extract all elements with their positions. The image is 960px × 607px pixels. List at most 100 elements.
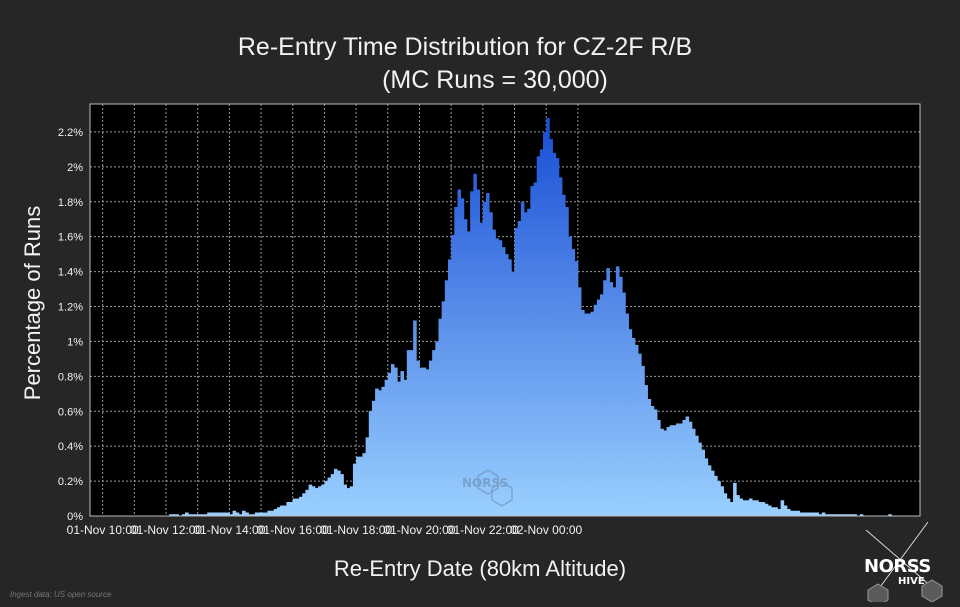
histogram-bar [324,481,328,516]
histogram-bar [508,259,512,516]
histogram-bar [470,191,474,517]
histogram-bar [276,507,281,516]
histogram-bar [511,271,515,516]
histogram-bar [691,428,696,516]
bars [169,117,892,517]
histogram-bar [609,282,614,516]
histogram-bar [454,207,458,516]
histogram-bar [270,510,275,516]
histogram-bar [647,399,652,516]
x-tick-label: 01-Nov 22:00 [447,523,519,537]
histogram-bar [517,220,522,516]
histogram-bar [308,484,313,516]
histogram-bar [352,463,357,516]
histogram-bar [251,514,256,516]
chart-title-line1: Re-Entry Time Distribution for CZ-2F R/B [237,33,693,61]
histogram-bar [771,507,775,516]
histogram-bar [387,372,392,516]
histogram-bar [815,512,820,516]
histogram-bar [843,514,848,516]
histogram-bar [216,512,221,516]
histogram-bar [447,259,452,516]
histogram-bar [596,299,601,516]
histogram-bar [514,227,519,516]
y-tick-label: 0% [67,511,83,523]
histogram-bar [603,280,607,516]
histogram-bar [384,379,389,516]
histogram-bar [400,371,405,516]
histogram-bar [238,514,243,516]
histogram-bar [200,514,205,516]
histogram-bar [666,426,671,516]
histogram-bar [175,514,180,516]
histogram-bar [546,117,550,516]
watermark-text: NORSS [462,476,509,490]
histogram-bar [466,231,471,516]
histogram-bar [219,512,224,516]
histogram-bar [365,437,370,516]
histogram-bar [479,222,484,516]
histogram-bar [657,419,661,516]
y-tick-labels: 0% 0.2% 0.4% 0.6% 0.8% 1% 1.2% 1.4% 1.6% 1.8% 2% 2.… [58,127,83,523]
histogram-bar [476,189,481,517]
y-tick-label: 1.2% [58,302,83,314]
y-tick-label: 0.2% [58,476,83,488]
histogram-bar [745,500,750,516]
histogram-bar [489,212,493,517]
histogram-bar [593,304,598,516]
x-tick-label: 01-Nov 14:00 [193,523,265,537]
histogram-bar [169,514,173,516]
histogram-bar [552,152,557,516]
histogram-bar [409,350,414,516]
histogram-bar [831,514,835,516]
histogram-bar [615,266,620,516]
logo-text: NORSS [864,556,931,577]
x-tick-label: 01-Nov 18:00 [320,523,392,537]
histogram-bar [625,313,629,516]
histogram-bar [612,287,617,516]
histogram-bar [834,514,839,516]
histogram-bar [194,514,199,516]
histogram-bar [622,292,626,516]
watermark-logo: NORSS [458,468,522,508]
histogram-bar [524,212,528,517]
y-tick-label: 0.4% [58,441,83,453]
histogram-bar [406,350,411,516]
histogram-bar [821,512,826,516]
histogram-bar [799,512,804,516]
histogram-bar [419,367,424,516]
histogram-bar [777,509,782,516]
histogram-bar [267,510,271,516]
histogram-bar [723,493,728,516]
histogram-bar [245,512,249,516]
histogram-bar [314,488,319,516]
histogram-bar [390,364,395,516]
histogram-bar [536,156,541,516]
histogram-bar [191,514,195,516]
histogram-bar [812,512,816,516]
histogram-bar [362,453,367,516]
histogram-bar [543,131,547,516]
histogram-bar [188,514,192,516]
histogram-bar [210,512,214,516]
histogram-bar [549,138,553,517]
histogram-bar [261,512,265,516]
histogram-bar [767,505,772,516]
y-tick-label: 2% [67,162,83,174]
histogram-bar [292,498,297,516]
histogram-bar [631,337,636,516]
histogram-bar [701,449,705,516]
histogram-bar [181,514,186,516]
histogram-bar [707,465,712,516]
histogram-bar [172,514,176,516]
x-tick-label: 01-Nov 16:00 [257,523,329,537]
histogram-bar [346,488,351,516]
histogram-bar [676,423,680,516]
histogram-bar [714,475,718,516]
histogram-bar [289,502,294,516]
histogram-bar [736,495,740,516]
norss-hive-logo: NORSS HIVE [858,520,948,607]
histogram-bar [847,514,851,516]
y-axis-label: Percentage of Runs [20,205,45,401]
